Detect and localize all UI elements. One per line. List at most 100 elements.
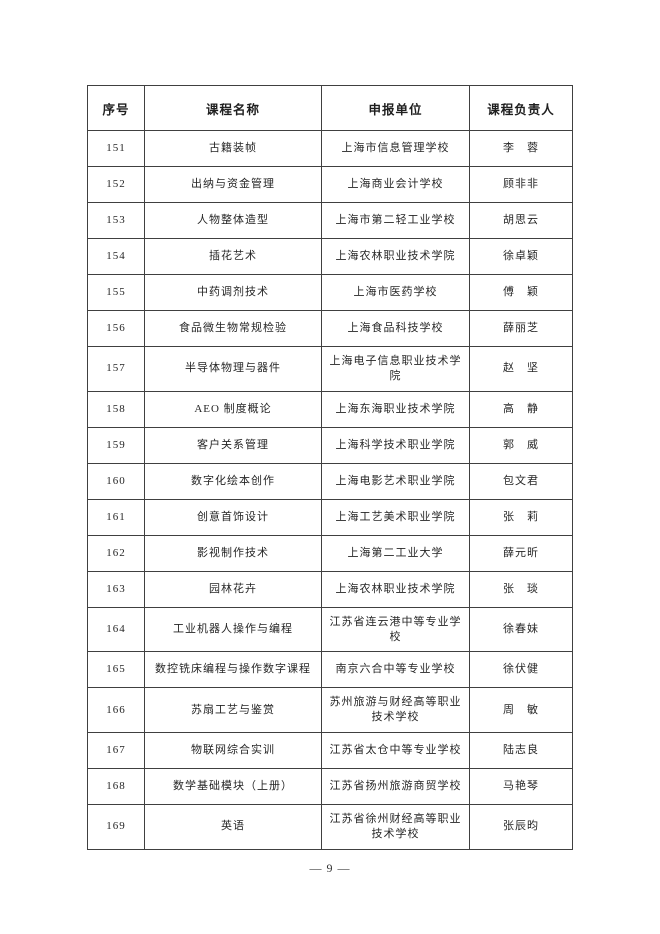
header-cell-course: 课程名称	[144, 85, 322, 131]
cell-course: 创意首饰设计	[144, 498, 322, 536]
cell-no: 159	[87, 426, 145, 464]
table-row: 152 出纳与资金管理 上海商业会计学校 顾非非	[87, 166, 573, 203]
cell-course: 工业机器人操作与编程	[144, 606, 322, 653]
cell-no: 160	[87, 462, 145, 500]
table-row: 154 插花艺术 上海农林职业技术学院 徐卓颖	[87, 238, 573, 275]
cell-unit: 上海食品科技学校	[321, 310, 470, 347]
cell-unit: 上海工艺美术职业学院	[321, 498, 470, 536]
cell-leader: 包文君	[469, 462, 573, 500]
table-header-row: 序号 课程名称 申报单位 课程负责人	[87, 85, 573, 131]
cell-no: 151	[87, 130, 145, 167]
table-row: 159 客户关系管理 上海科学技术职业学院 郭 威	[87, 426, 573, 464]
cell-course: 中药调剂技术	[144, 274, 322, 311]
cell-unit: 上海商业会计学校	[321, 166, 470, 203]
table-row: 153 人物整体造型 上海市第二轻工业学校 胡思云	[87, 202, 573, 239]
cell-course: 食品微生物常规检验	[144, 310, 322, 347]
cell-unit: 江苏省太仓中等专业学校	[321, 732, 470, 770]
cell-leader: 薛元昕	[469, 534, 573, 572]
cell-leader: 赵 坚	[469, 346, 573, 392]
cell-leader: 周 敏	[469, 687, 573, 734]
cell-course: 数字化绘本创作	[144, 462, 322, 500]
table-row: 160 数字化绘本创作 上海电影艺术职业学院 包文君	[87, 462, 573, 500]
header-cell-leader: 课程负责人	[469, 85, 573, 131]
cell-unit: 上海电子信息职业技术学 院	[321, 346, 470, 392]
table-row: 151 古籍装帧 上海市信息管理学校 李 蓉	[87, 130, 573, 167]
course-table: 序号 课程名称 申报单位 课程负责人 151 古籍装帧 上海市信息管理学校 李 …	[87, 85, 573, 850]
cell-course: 出纳与资金管理	[144, 166, 322, 203]
cell-leader: 张 莉	[469, 498, 573, 536]
cell-unit: 上海东海职业技术学院	[321, 390, 470, 428]
cell-course: 数学基础模块（上册）	[144, 768, 322, 806]
table-row: 167 物联网综合实训 江苏省太仓中等专业学校 陆志良	[87, 732, 573, 770]
cell-course: 半导体物理与器件	[144, 346, 322, 392]
cell-no: 155	[87, 274, 145, 311]
cell-leader: 徐春妹	[469, 606, 573, 653]
table-row: 163 园林花卉 上海农林职业技术学院 张 琰	[87, 570, 573, 608]
cell-course: AEO 制度概论	[144, 390, 322, 428]
cell-unit: 上海市信息管理学校	[321, 130, 470, 167]
header-cell-no: 序号	[87, 85, 145, 131]
table-row: 157 半导体物理与器件 上海电子信息职业技术学 院 赵 坚	[87, 346, 573, 392]
table-row: 155 中药调剂技术 上海市医药学校 傅 颖	[87, 274, 573, 311]
cell-no: 163	[87, 570, 145, 608]
cell-no: 152	[87, 166, 145, 203]
cell-unit: 上海市医药学校	[321, 274, 470, 311]
cell-course: 英语	[144, 804, 322, 850]
table-body: 151 古籍装帧 上海市信息管理学校 李 蓉 152 出纳与资金管理 上海商业会…	[87, 130, 573, 850]
cell-no: 156	[87, 310, 145, 347]
table-row: 158 AEO 制度概论 上海东海职业技术学院 高 静	[87, 390, 573, 428]
cell-no: 164	[87, 606, 145, 653]
cell-no: 167	[87, 732, 145, 770]
cell-unit: 江苏省徐州财经高等职业 技术学校	[321, 804, 470, 850]
table-row: 156 食品微生物常规检验 上海食品科技学校 薛丽芝	[87, 310, 573, 347]
cell-unit: 上海电影艺术职业学院	[321, 462, 470, 500]
header-cell-unit: 申报单位	[321, 85, 470, 131]
cell-course: 客户关系管理	[144, 426, 322, 464]
cell-no: 158	[87, 390, 145, 428]
cell-leader: 顾非非	[469, 166, 573, 203]
cell-unit: 江苏省连云港中等专业学 校	[321, 606, 470, 653]
cell-no: 161	[87, 498, 145, 536]
cell-course: 园林花卉	[144, 570, 322, 608]
cell-leader: 胡思云	[469, 202, 573, 239]
cell-course: 影视制作技术	[144, 534, 322, 572]
cell-leader: 郭 威	[469, 426, 573, 464]
cell-leader: 马艳琴	[469, 768, 573, 806]
cell-course: 插花艺术	[144, 238, 322, 275]
table-row: 162 影视制作技术 上海第二工业大学 薛元昕	[87, 534, 573, 572]
cell-leader: 张辰昀	[469, 804, 573, 850]
cell-no: 166	[87, 687, 145, 734]
cell-no: 154	[87, 238, 145, 275]
page-number: — 9 —	[309, 860, 351, 875]
cell-no: 153	[87, 202, 145, 239]
cell-unit: 上海第二工业大学	[321, 534, 470, 572]
cell-no: 162	[87, 534, 145, 572]
cell-no: 169	[87, 804, 145, 850]
cell-unit: 上海市第二轻工业学校	[321, 202, 470, 239]
cell-unit: 上海农林职业技术学院	[321, 570, 470, 608]
cell-unit: 江苏省扬州旅游商贸学校	[321, 768, 470, 806]
cell-leader: 徐伏健	[469, 651, 573, 689]
table-row: 165 数控铣床编程与操作数字课程 南京六合中等专业学校 徐伏健	[87, 651, 573, 689]
table-row: 168 数学基础模块（上册） 江苏省扬州旅游商贸学校 马艳琴	[87, 768, 573, 806]
table-row: 164 工业机器人操作与编程 江苏省连云港中等专业学 校 徐春妹	[87, 606, 573, 653]
cell-leader: 傅 颖	[469, 274, 573, 311]
cell-leader: 薛丽芝	[469, 310, 573, 347]
cell-no: 165	[87, 651, 145, 689]
cell-course: 古籍装帧	[144, 130, 322, 167]
cell-leader: 张 琰	[469, 570, 573, 608]
cell-leader: 李 蓉	[469, 130, 573, 167]
cell-no: 168	[87, 768, 145, 806]
cell-course: 物联网综合实训	[144, 732, 322, 770]
cell-unit: 上海科学技术职业学院	[321, 426, 470, 464]
cell-unit: 苏州旅游与财经高等职业 技术学校	[321, 687, 470, 734]
cell-unit: 上海农林职业技术学院	[321, 238, 470, 275]
table-row: 166 苏扇工艺与鉴赏 苏州旅游与财经高等职业 技术学校 周 敏	[87, 687, 573, 734]
cell-unit: 南京六合中等专业学校	[321, 651, 470, 689]
cell-leader: 高 静	[469, 390, 573, 428]
cell-course: 数控铣床编程与操作数字课程	[144, 651, 322, 689]
cell-leader: 陆志良	[469, 732, 573, 770]
table-row: 161 创意首饰设计 上海工艺美术职业学院 张 莉	[87, 498, 573, 536]
cell-course: 苏扇工艺与鉴赏	[144, 687, 322, 734]
